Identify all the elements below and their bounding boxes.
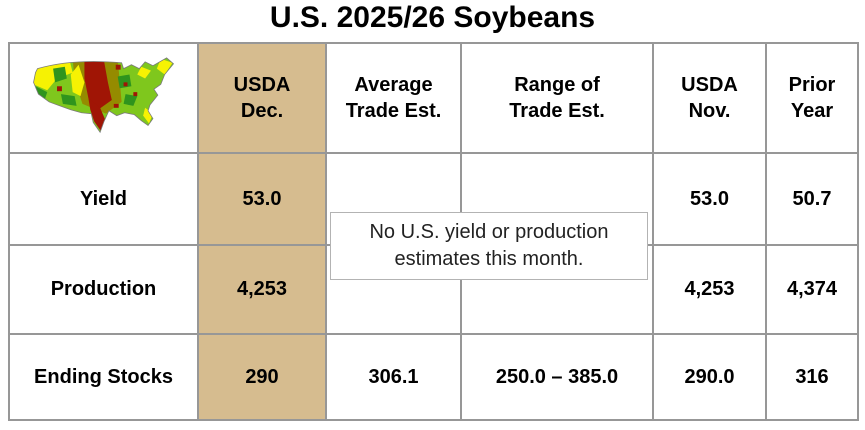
col-header-line: Average (354, 74, 433, 96)
col-header-line: Dec. (240, 100, 284, 122)
col-header-line: Range of (514, 74, 600, 96)
col-header-usda-nov: USDA Nov. (652, 42, 767, 154)
cell-production-usda-nov: 4,253 (652, 244, 767, 335)
cell-production-prior-year: 4,374 (765, 244, 859, 335)
row-label-production: Production (8, 244, 199, 335)
us-crop-map-icon (32, 57, 174, 134)
cell-ending-stocks-range-trade-est: 250.0 – 385.0 (460, 333, 654, 421)
col-header-line: Prior (788, 74, 836, 96)
col-header-line: USDA (681, 74, 738, 96)
col-header-line: Trade Est. (509, 100, 605, 122)
row-label-yield: Yield (8, 152, 199, 246)
row-label-ending-stocks: Ending Stocks (8, 333, 199, 421)
cell-yield-usda-dec: 53.0 (197, 152, 327, 246)
map-corner-cell (8, 42, 199, 154)
col-header-range-trade-est: Range of Trade Est. (460, 42, 654, 154)
cell-yield-usda-nov: 53.0 (652, 152, 767, 246)
header-row: USDA Dec. Average Trade Est. Range of Tr… (8, 42, 859, 154)
cell-ending-stocks-avg-trade-est: 306.1 (325, 333, 462, 421)
col-header-line: USDA (233, 74, 291, 96)
page-title: U.S. 2025/26 Soybeans (269, 1, 596, 34)
note-line-1: No U.S. yield or production (369, 221, 609, 243)
col-header-line: Year (790, 100, 834, 122)
cell-yield-prior-year: 50.7 (765, 152, 859, 246)
col-header-line: Trade Est. (345, 100, 442, 122)
table-row-ending-stocks: Ending Stocks 290 306.1 250.0 – 385.0 29… (8, 333, 859, 421)
col-header-usda-dec: USDA Dec. (197, 42, 327, 154)
no-estimates-note: No U.S. yield or production estimates th… (330, 212, 648, 280)
soybeans-estimates-table: USDA Dec. Average Trade Est. Range of Tr… (8, 42, 859, 421)
cell-ending-stocks-usda-nov: 290.0 (652, 333, 767, 421)
cell-ending-stocks-usda-dec: 290 (197, 333, 327, 421)
col-header-line: Nov. (688, 100, 731, 122)
note-line-2: estimates this month. (394, 248, 584, 270)
col-header-prior-year: Prior Year (765, 42, 859, 154)
col-header-avg-trade-est: Average Trade Est. (325, 42, 462, 154)
cell-production-usda-dec: 4,253 (197, 244, 327, 335)
cell-ending-stocks-prior-year: 316 (765, 333, 859, 421)
